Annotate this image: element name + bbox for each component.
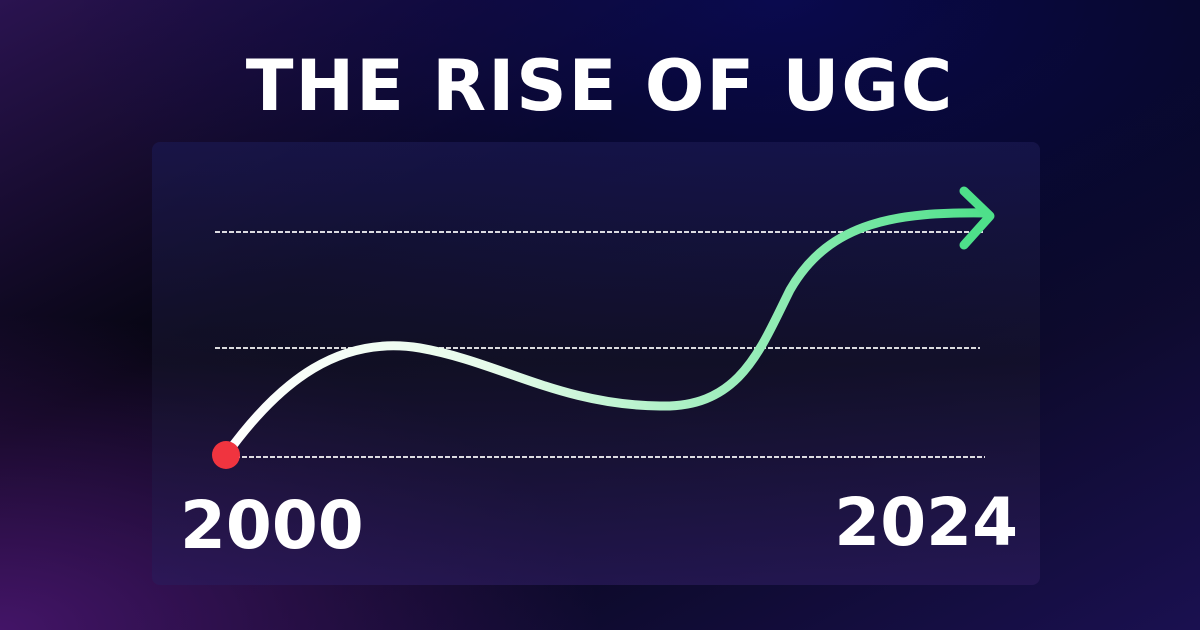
start-year: 2000 [180, 487, 364, 564]
arrow-head [959, 186, 995, 250]
title: THE RISE OF UGC [246, 45, 954, 127]
start-dot [212, 441, 240, 469]
growth-curve [221, 208, 990, 460]
end-year: 2024 [834, 484, 1018, 561]
